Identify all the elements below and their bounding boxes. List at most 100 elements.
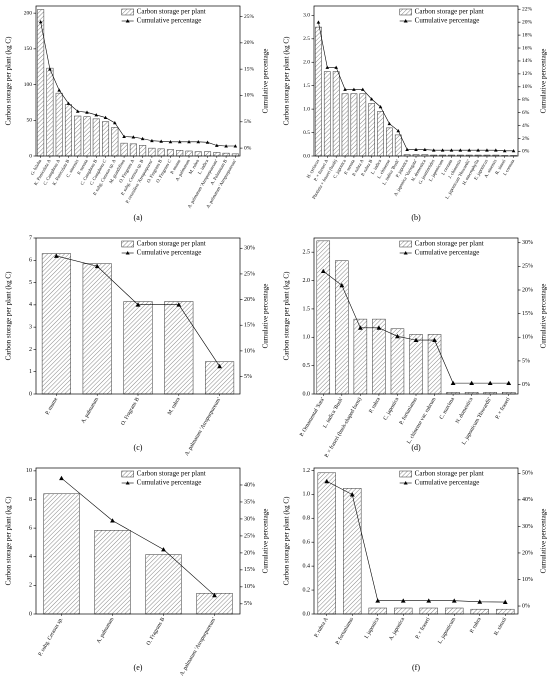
y2-tick-label: 20%: [244, 40, 255, 46]
line-marker: [334, 65, 338, 69]
y2-tick-label: 25%: [244, 271, 255, 277]
line-marker: [426, 598, 432, 603]
y-tick-label: 0.8: [303, 516, 311, 522]
line-marker: [387, 121, 392, 126]
y2-tick-label: 10%: [522, 577, 533, 583]
line-marker: [233, 144, 238, 148]
line-marker: [161, 547, 166, 552]
y2-tick-label: 20%: [244, 550, 255, 556]
x-tick-label: P. subg. Cerasus sp.: [37, 616, 64, 657]
y-tick-label: 1.0: [303, 106, 310, 112]
legend-marker: [125, 481, 130, 485]
line-marker: [54, 253, 59, 258]
y2-tick-label: 10%: [522, 84, 533, 90]
line-marker: [487, 380, 493, 386]
legend-marker: [125, 251, 130, 255]
line-marker: [205, 140, 210, 144]
bar: [102, 121, 110, 157]
x-tick-label: P. fortunianus: [398, 396, 419, 426]
line-marker: [135, 302, 141, 307]
y-axis-title: Carbon storage per plant (kg C): [283, 271, 291, 361]
line-marker: [217, 363, 222, 369]
y-tick-label: 2.0: [303, 60, 310, 66]
x-tick-label: A. palmatum: [80, 396, 100, 424]
line-marker: [159, 139, 163, 143]
bar: [82, 263, 112, 395]
x-tick-label: A. palmatum 'Atropurpureum': [184, 397, 222, 457]
bar: [120, 142, 128, 157]
line-marker: [451, 598, 457, 603]
y-tick-label: 2: [29, 347, 32, 353]
bar: [372, 318, 386, 395]
bar: [41, 253, 71, 395]
line-marker: [168, 139, 173, 144]
panel-caption: (e): [134, 663, 143, 672]
y2-tick-label: 25%: [244, 14, 255, 20]
legend-label: Cumulative percentage: [415, 249, 480, 257]
line-marker: [511, 149, 516, 153]
y-tick-label: 1.5: [303, 83, 310, 89]
line-marker: [431, 148, 436, 152]
y2-tick-label: 14%: [522, 58, 533, 64]
cumulative-line: [61, 477, 215, 596]
y-tick-label: 100: [24, 82, 33, 88]
x-tick-label: M. rubra: [167, 396, 182, 416]
line-marker: [150, 138, 154, 143]
y2-tick-label: 0%: [244, 145, 252, 151]
bar: [111, 127, 119, 157]
y2-tick-label: 10%: [244, 93, 255, 99]
y-tick-label: 7: [29, 235, 32, 241]
bar: [390, 328, 405, 395]
panel-caption: (c): [134, 443, 143, 452]
y2-tick-label: 35%: [244, 499, 255, 505]
bar: [139, 145, 147, 157]
line-marker: [215, 143, 219, 147]
bar: [386, 127, 393, 157]
y-tick-label: 0.0: [303, 611, 311, 617]
bar: [368, 103, 376, 157]
y2-tick-label: 25%: [244, 533, 255, 539]
legend-label: Carbon storage per plant: [137, 470, 206, 478]
y2-tick-label: 16%: [522, 45, 533, 51]
line-marker: [103, 115, 108, 120]
line-marker: [400, 598, 406, 603]
bar: [317, 472, 336, 615]
line-marker: [131, 135, 136, 139]
y2-tick-label: 40%: [522, 497, 533, 503]
y-axis-title: Carbon storage per plant (kg C): [5, 496, 13, 586]
y-tick-label: 1.5: [303, 306, 311, 312]
bar: [43, 493, 80, 615]
bar: [427, 334, 442, 395]
line-marker: [450, 380, 456, 386]
y2-tick-label: 40%: [244, 482, 255, 488]
legend-label: Carbon storage per plant: [415, 240, 484, 248]
y-tick-label: 6: [29, 525, 32, 531]
y2-tick-label: 30%: [244, 516, 255, 522]
bar: [123, 301, 153, 395]
y2-axis-title: Cumulative percentage: [262, 49, 270, 114]
panel-caption: (b): [411, 213, 421, 222]
y-tick-label: 0.5: [303, 363, 311, 369]
line-marker: [349, 492, 355, 497]
y2-tick-label: 30%: [244, 246, 255, 252]
y2-axis-title: Cumulative percentage: [540, 49, 548, 114]
cumulative-line: [40, 21, 236, 147]
y2-tick-label: 5%: [244, 601, 252, 607]
y-tick-label: 10: [26, 468, 32, 474]
legend-swatch: [399, 470, 412, 478]
line-marker: [494, 148, 498, 152]
y2-tick-label: 2%: [522, 136, 530, 142]
line-marker: [320, 268, 326, 274]
x-tick-label: P. rubra: [469, 616, 483, 634]
y-tick-label: 0.0: [303, 391, 311, 397]
plot-frame: [35, 5, 241, 157]
y-tick-label: 0.6: [303, 540, 311, 546]
y2-tick-label: 10%: [244, 584, 255, 590]
y-tick-label: 150: [24, 46, 33, 52]
line-marker: [176, 302, 182, 307]
y-tick-label: 200: [24, 10, 33, 16]
bar: [343, 488, 362, 615]
line-marker: [343, 87, 347, 91]
y-tick-label: 8: [29, 497, 32, 503]
